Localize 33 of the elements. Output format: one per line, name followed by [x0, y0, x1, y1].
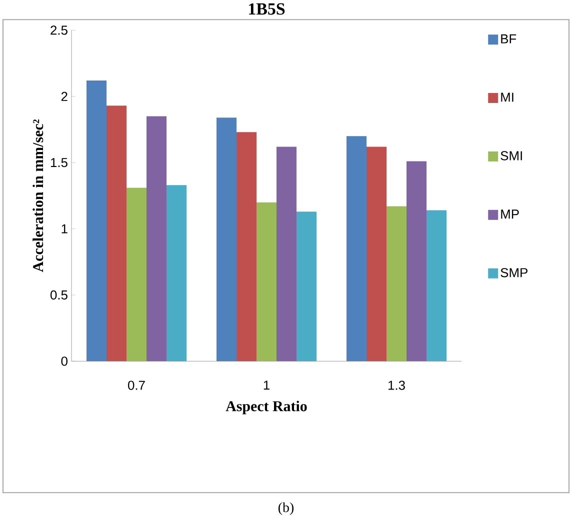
legend-label: MP [501, 210, 519, 219]
x-axis-title: Aspect Ratio [226, 400, 307, 414]
bar [146, 116, 167, 362]
bar [406, 161, 427, 362]
bar [106, 106, 127, 362]
text: (b) [278, 502, 294, 516]
y-tick-label: 1 [62, 224, 68, 234]
bar [276, 146, 297, 362]
legend-label: SMP [500, 268, 528, 278]
chart-title: 1B5S [249, 3, 285, 15]
y-tick-label: 1.5 [50, 158, 68, 168]
bar [296, 212, 317, 362]
bar [346, 136, 367, 362]
legend-label: SMI [500, 151, 522, 160]
x-tick-label: 0.7 [128, 380, 145, 390]
y-tick-label: 2.5 [50, 26, 68, 35]
bar [366, 146, 387, 362]
bar [126, 188, 147, 362]
bar [426, 210, 447, 362]
y-tick-label: 2 [61, 92, 68, 102]
legend-label: BF [501, 34, 516, 44]
y-tick-label: 0 [61, 356, 68, 366]
bar [386, 206, 407, 362]
y-axis-title: Acceleration in mm/sec² [32, 120, 44, 272]
bar [256, 202, 277, 362]
bar [236, 132, 257, 362]
bar [166, 185, 187, 362]
x-tick-label: 1 [264, 380, 270, 390]
bar [216, 118, 237, 362]
bar [86, 80, 107, 362]
x-tick-label: 1.3 [388, 380, 405, 390]
legend-label: MI [501, 92, 514, 102]
y-tick-label: 0.5 [50, 290, 68, 300]
